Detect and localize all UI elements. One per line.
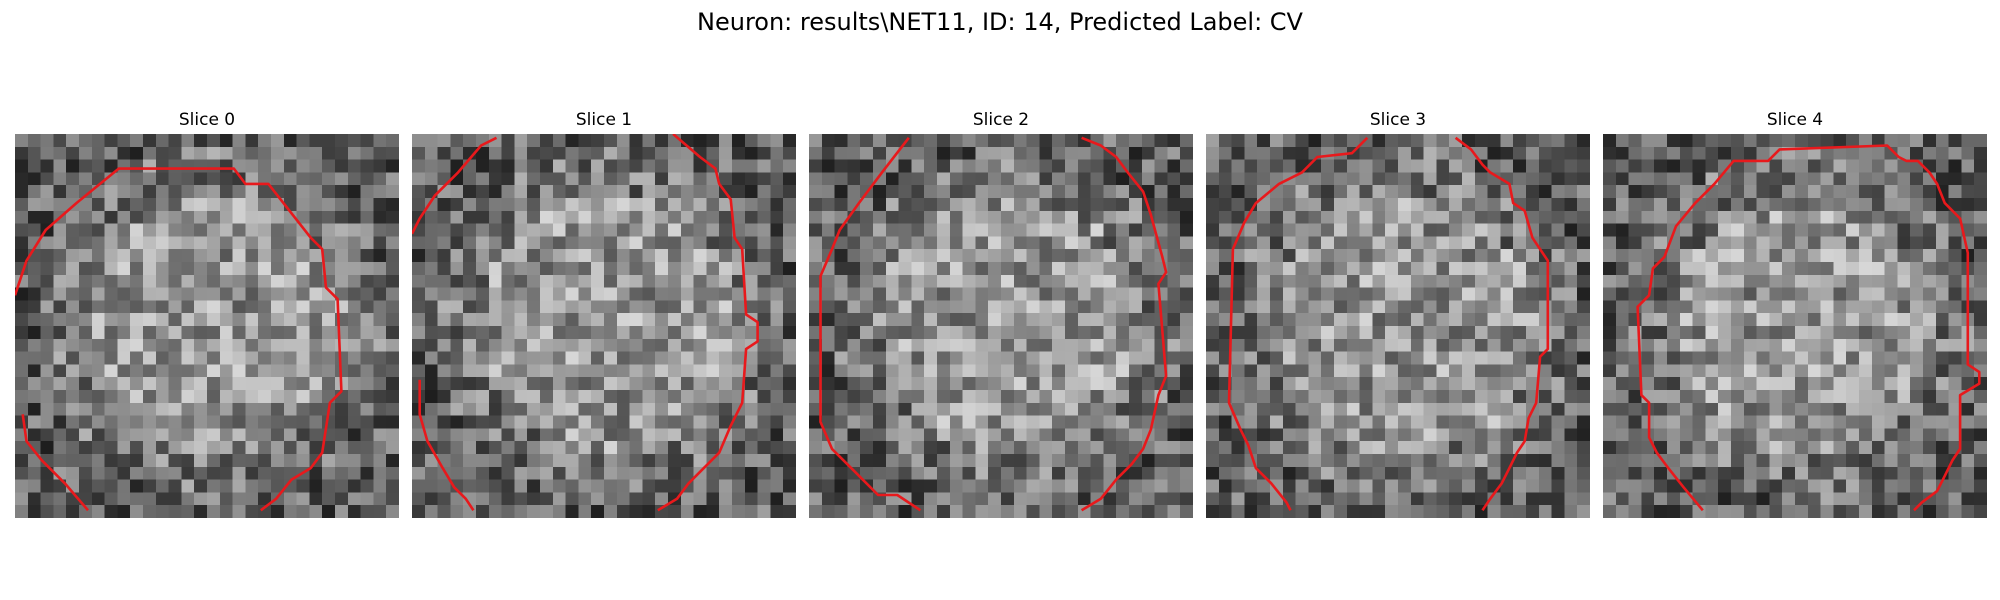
contour-overlay [819, 136, 1168, 512]
slice-title-3: Slice 3 [1369, 110, 1427, 130]
slice-title-2: Slice 2 [972, 110, 1030, 130]
slice-title-0: Slice 0 [178, 110, 236, 130]
contour-line-1 [21, 414, 89, 512]
contour-line-1 [1080, 136, 1168, 512]
contour-overlay [1636, 144, 1981, 512]
pixel-grid [1603, 134, 1987, 518]
slice-panel-2: Slice 2 [809, 108, 1193, 518]
slice-title-1: Slice 1 [575, 110, 633, 130]
contour-line-0 [1227, 136, 1369, 511]
pixel-grid [412, 134, 796, 518]
contour-overlay [412, 134, 759, 512]
pixel-grid [1206, 134, 1590, 518]
contour-overlay [15, 167, 343, 512]
contour-line-0 [15, 167, 343, 512]
contour-line-0 [1636, 144, 1981, 512]
slice-panel-4: Slice 4 [1603, 108, 1987, 518]
slice-panel-3: Slice 3 [1206, 108, 1590, 518]
slice-image-1 [412, 134, 796, 518]
slice-panel-0: Slice 0 [15, 108, 399, 518]
contour-line-0 [819, 137, 922, 512]
figure-title: Neuron: results\NET11, ID: 14, Predicted… [697, 8, 1303, 36]
slice-panel-1: Slice 1 [412, 108, 796, 518]
slice-title-4: Slice 4 [1766, 110, 1824, 130]
contour-line-1 [1454, 136, 1550, 512]
contour-line-0 [412, 136, 498, 235]
slice-image-2 [809, 134, 1193, 518]
contour-overlay [1227, 136, 1550, 512]
slice-image-4 [1603, 134, 1987, 518]
contour-line-2 [418, 379, 475, 512]
pixel-grid [15, 134, 399, 518]
slice-image-3 [1206, 134, 1590, 518]
slice-image-0 [15, 134, 399, 518]
contour-line-1 [657, 134, 759, 512]
